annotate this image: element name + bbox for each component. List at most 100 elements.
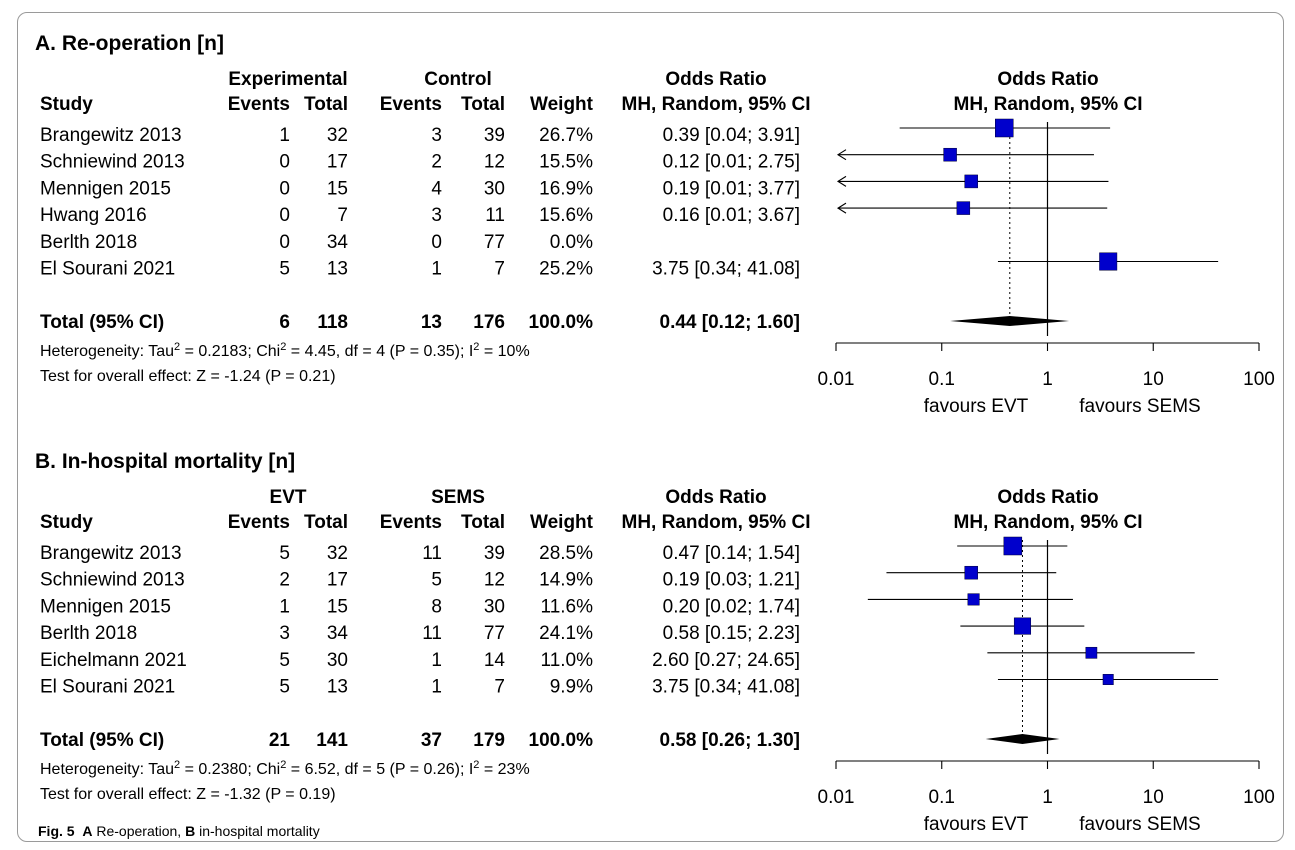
panel-title-a: A. Re-operation [n] — [35, 32, 224, 55]
study-total1-a: 13 — [327, 259, 348, 280]
study-ci-a: 0.39 [0.04; 3.91] — [663, 125, 800, 146]
caption-a-text: Re-operation, — [92, 823, 186, 839]
study-events1-a: 0 — [279, 152, 290, 173]
study-estimate-box-b — [1003, 536, 1023, 556]
overall-effect-text-b: Test for overall effect: Z = -1.32 (P = … — [40, 786, 336, 803]
study-total1-a: 34 — [327, 232, 349, 253]
ci-arrow-left-a — [836, 202, 847, 214]
col-header-total2-a: Total — [461, 94, 505, 115]
study-total2-a: 12 — [484, 152, 505, 173]
study-estimate-box-a — [943, 147, 957, 162]
study-name-a: El Sourani 2021 — [40, 259, 175, 280]
total-total1-a: 118 — [317, 312, 348, 333]
col-header-total1-a: Total — [304, 94, 348, 115]
x-tick-label-a: 0.01 — [818, 369, 855, 390]
study-name-a: Berlth 2018 — [40, 232, 137, 253]
study-total1-b: 13 — [327, 677, 348, 698]
study-total1-b: 15 — [327, 596, 348, 617]
study-events1-a: 0 — [279, 205, 290, 226]
total-events1-b: 21 — [269, 730, 291, 751]
study-total2-a: 39 — [484, 125, 505, 146]
study-name-b: Berlth 2018 — [40, 623, 137, 644]
x-tick-label-a: 100 — [1243, 369, 1275, 390]
col-header-weight-a: Weight — [530, 94, 594, 115]
col-header-ci-b: MH, Random, 95% CI — [622, 512, 811, 533]
heterogeneity-text-b: Heterogeneity: Tau2 = 0.2380; Chi2 = 6.5… — [40, 759, 530, 778]
study-ci-a: 0.16 [0.01; 3.67] — [663, 205, 800, 226]
study-weight-b: 14.9% — [539, 570, 593, 591]
study-events2-a: 2 — [431, 152, 442, 173]
study-ci-b: 3.75 [0.34; 41.08] — [652, 677, 800, 698]
col-header-events2-b: Events — [380, 512, 442, 533]
study-events2-b: 11 — [422, 543, 442, 564]
study-weight-a: 15.5% — [539, 152, 593, 173]
study-weight-a: 25.2% — [539, 259, 593, 280]
study-weight-a: 15.6% — [539, 205, 593, 226]
study-events1-a: 5 — [279, 259, 290, 280]
plot-header-top-b: Odds Ratio — [997, 487, 1098, 508]
study-events1-b: 3 — [279, 623, 290, 644]
study-ci-b: 0.20 [0.02; 1.74] — [663, 596, 800, 617]
study-events2-a: 0 — [431, 232, 442, 253]
study-name-a: Schniewind 2013 — [40, 152, 185, 173]
study-events1-b: 2 — [279, 570, 290, 591]
study-total1-a: 17 — [327, 152, 348, 173]
study-total2-b: 14 — [484, 650, 506, 671]
total-weight-b: 100.0% — [529, 730, 594, 751]
study-estimate-box-a — [1099, 252, 1118, 271]
study-weight-b: 28.5% — [539, 543, 593, 564]
favours-right-label-b: favours SEMS — [1079, 814, 1200, 835]
x-tick-label-b: 10 — [1143, 787, 1164, 808]
group1-header-a: Experimental — [228, 69, 347, 90]
study-name-b: Mennigen 2015 — [40, 596, 171, 617]
caption-a-letter: A — [82, 823, 93, 839]
study-name-b: El Sourani 2021 — [40, 677, 175, 698]
caption-fig-label: Fig. 5 — [38, 823, 75, 839]
study-events2-a: 4 — [431, 178, 442, 199]
ci-arrow-left-a — [836, 149, 847, 161]
study-events2-b: 1 — [431, 650, 442, 671]
study-weight-a: 0.0% — [550, 232, 593, 253]
study-events2-b: 1 — [431, 677, 442, 698]
study-ci-b: 0.47 [0.14; 1.54] — [663, 543, 800, 564]
total-label-a: Total (95% CI) — [40, 312, 164, 333]
col-header-events1-a: Events — [228, 94, 290, 115]
total-events2-b: 37 — [421, 730, 442, 751]
x-tick-label-a: 10 — [1143, 369, 1164, 390]
study-weight-b: 11.0% — [541, 650, 594, 671]
study-total1-b: 30 — [327, 650, 348, 671]
study-total2-b: 39 — [484, 543, 505, 564]
study-total1-b: 17 — [327, 570, 348, 591]
panel-title-b: B. In-hospital mortality [n] — [35, 450, 295, 473]
study-ci-b: 0.19 [0.03; 1.21] — [663, 570, 800, 591]
study-ci-b: 0.58 [0.15; 2.23] — [663, 623, 800, 644]
group2-header-b: SEMS — [431, 487, 485, 508]
study-estimate-box-b — [1013, 617, 1032, 635]
study-total2-b: 77 — [484, 623, 505, 644]
study-events1-a: 0 — [279, 178, 290, 199]
total-ci-b: 0.58 [0.26; 1.30] — [660, 730, 800, 751]
study-total1-b: 32 — [327, 543, 348, 564]
study-estimate-box-b — [1085, 646, 1098, 659]
study-total1-a: 7 — [337, 205, 348, 226]
total-label-b: Total (95% CI) — [40, 730, 164, 751]
x-tick-label-b: 100 — [1243, 787, 1275, 808]
caption-b-text: in-hospital mortality — [195, 823, 320, 839]
or-header-top-a: Odds Ratio — [665, 69, 766, 90]
or-header-top-b: Odds Ratio — [665, 487, 766, 508]
total-total2-a: 176 — [473, 312, 505, 333]
study-events1-b: 5 — [279, 650, 290, 671]
study-estimate-box-b — [964, 565, 978, 580]
study-name-b: Schniewind 2013 — [40, 570, 185, 591]
study-total2-b: 30 — [484, 596, 505, 617]
study-events2-a: 3 — [431, 205, 442, 226]
col-header-events1-b: Events — [228, 512, 290, 533]
study-events1-b: 5 — [279, 677, 290, 698]
study-events1-a: 0 — [279, 232, 290, 253]
study-total2-b: 12 — [484, 570, 505, 591]
study-estimate-box-a — [956, 201, 971, 215]
study-name-a: Brangewitz 2013 — [40, 125, 182, 146]
study-total2-b: 7 — [494, 677, 505, 698]
total-ci-a: 0.44 [0.12; 1.60] — [660, 312, 800, 333]
study-total1-a: 15 — [327, 178, 348, 199]
